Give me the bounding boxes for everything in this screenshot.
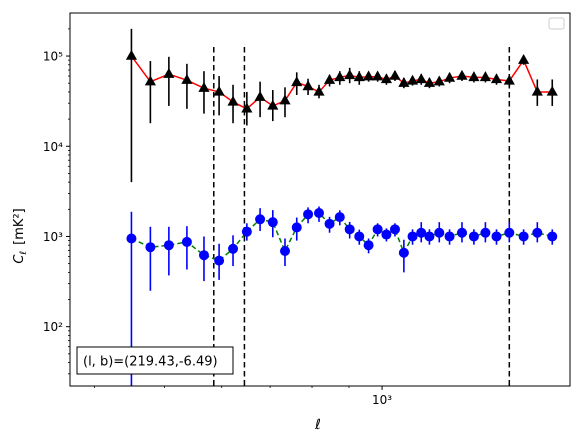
circle-marker	[314, 208, 325, 219]
circle-marker	[181, 236, 192, 247]
y-tick-label: 10⁴	[43, 140, 63, 154]
triangle-marker	[241, 102, 253, 113]
circle-marker	[398, 247, 409, 258]
circle-marker	[279, 246, 290, 257]
triangle-marker	[406, 74, 419, 85]
x-tick-label: 10³	[372, 393, 392, 407]
y-tick-label: 10²	[43, 320, 63, 334]
triangle-marker	[468, 71, 480, 82]
triangle-marker	[443, 71, 456, 82]
triangle-marker	[267, 99, 279, 110]
triangle-marker	[363, 70, 375, 81]
triangle-marker	[334, 71, 346, 82]
circle-marker	[424, 231, 435, 242]
triangle-marker	[456, 69, 468, 80]
triangle-marker	[372, 70, 384, 81]
triangle-marker	[503, 74, 515, 85]
circle-marker	[126, 233, 137, 244]
triangle-marker	[415, 73, 427, 84]
triangle-marker	[344, 69, 356, 80]
circle-marker	[480, 227, 491, 238]
triangle-marker	[423, 77, 436, 87]
circle-marker	[504, 227, 515, 238]
circle-marker	[416, 227, 427, 238]
triangle-marker	[433, 75, 445, 86]
annotation-text: (l, b)=(219.43,-6.49)	[83, 355, 218, 370]
y-axis-ticks: 10² 10³ 10⁴ 10⁵	[43, 28, 70, 375]
circle-marker	[456, 227, 467, 238]
triangle-marker	[291, 76, 303, 87]
circle-marker	[267, 217, 278, 228]
triangle-marker	[227, 95, 239, 106]
x-axis-label: ℓ	[314, 417, 321, 433]
circle-marker	[444, 231, 455, 242]
markers	[125, 49, 558, 266]
circle-marker	[354, 231, 365, 242]
triangle-marker	[279, 94, 291, 105]
triangle-marker	[518, 53, 530, 64]
triangle-marker	[531, 85, 543, 96]
circle-marker	[255, 214, 266, 225]
circle-marker	[532, 227, 543, 238]
circle-marker	[163, 240, 174, 251]
circle-marker	[228, 243, 239, 254]
triangle-marker	[546, 85, 558, 96]
circle-marker	[214, 255, 225, 266]
y-tick-label: 10³	[43, 230, 63, 244]
annotation-box: (l, b)=(219.43,-6.49)	[76, 346, 234, 375]
circle-marker	[547, 231, 558, 242]
circle-marker	[491, 231, 502, 242]
circle-marker	[334, 212, 345, 223]
circle-marker	[303, 209, 314, 220]
circle-marker	[434, 227, 445, 238]
circle-marker	[344, 224, 355, 235]
triangle-marker	[398, 77, 410, 87]
plot-area	[70, 13, 570, 386]
y-axis-label: Cℓ[mK²]	[12, 208, 29, 263]
triangle-marker	[198, 82, 210, 92]
circle-marker	[241, 226, 252, 237]
triangle-marker	[479, 71, 491, 82]
triangle-marker	[380, 73, 392, 84]
triangle-marker	[302, 80, 314, 91]
circle-marker	[468, 231, 479, 242]
vertical-lines	[213, 47, 511, 386]
triangle-marker	[353, 71, 365, 82]
circle-marker	[363, 240, 374, 251]
triangle-marker	[323, 73, 336, 84]
circle-marker	[518, 231, 529, 242]
circle-marker	[407, 231, 418, 242]
triangle-marker	[163, 67, 175, 78]
circle-marker	[291, 222, 302, 233]
triangle-marker	[490, 73, 503, 84]
circle-marker	[198, 250, 209, 261]
circle-marker	[324, 218, 335, 229]
triangle-marker	[213, 85, 225, 96]
plot-frame	[69, 12, 571, 387]
triangle-marker	[144, 75, 156, 86]
triangle-marker	[254, 90, 266, 101]
triangle-marker	[181, 73, 193, 84]
x-axis-ticks: 10³	[94, 386, 392, 407]
triangle-marker	[389, 69, 401, 80]
series-line-1	[131, 212, 553, 262]
triangle-marker	[125, 49, 138, 60]
circle-marker	[381, 229, 392, 240]
circle-marker	[372, 224, 383, 235]
circle-marker	[389, 224, 400, 235]
legend-box	[548, 17, 565, 30]
circle-marker	[145, 242, 156, 253]
y-tick-label: 10⁵	[43, 50, 63, 64]
triangle-marker	[313, 85, 325, 96]
